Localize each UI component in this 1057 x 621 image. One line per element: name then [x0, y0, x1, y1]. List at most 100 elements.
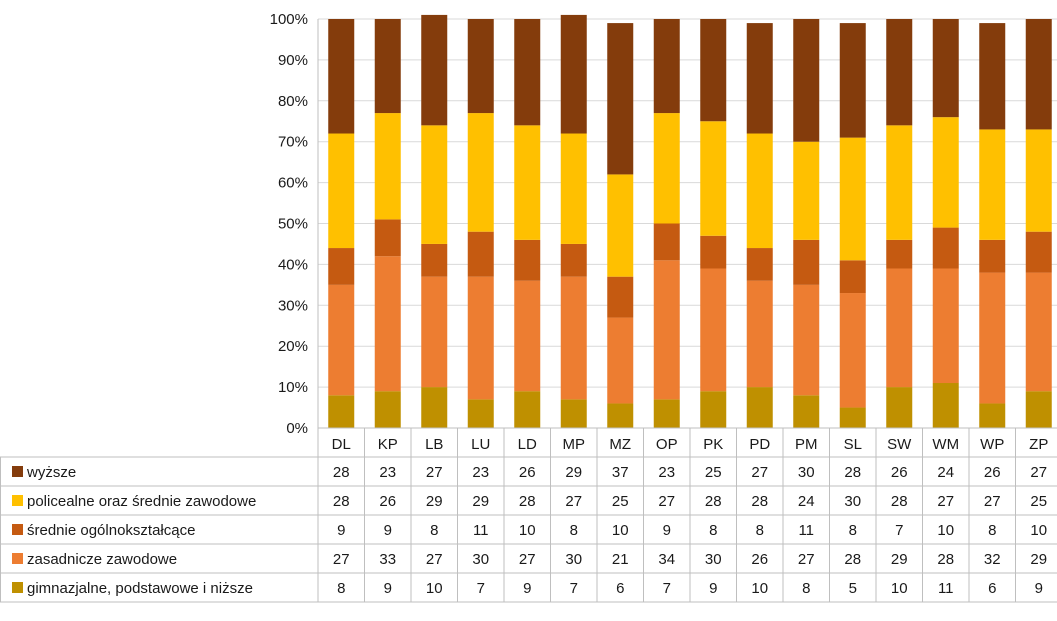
- legend-swatch: [12, 524, 23, 535]
- data-label: 30: [844, 493, 861, 510]
- data-label: 21: [612, 551, 629, 568]
- category-label: KP: [378, 436, 398, 453]
- data-label: 32: [984, 551, 1001, 568]
- y-axis: 0% 10% 20% 30% 40% 50% 60% 70% 80% 90% 100%: [270, 11, 319, 437]
- bar-segment: [374, 391, 401, 428]
- legend-swatch: [12, 553, 23, 564]
- data-label: 10: [751, 580, 768, 597]
- data-label: 7: [895, 522, 903, 539]
- data-label: 24: [937, 464, 954, 481]
- category-label: OP: [656, 436, 678, 453]
- data-label: 9: [337, 522, 345, 539]
- data-label: 5: [849, 580, 857, 597]
- bar-segment: [653, 260, 680, 400]
- data-label: 9: [1035, 580, 1043, 597]
- data-label: 30: [472, 551, 489, 568]
- bar-segment: [1025, 391, 1052, 428]
- data-label: 10: [1030, 522, 1047, 539]
- data-label: 30: [565, 551, 582, 568]
- bar-segment: [1025, 272, 1052, 392]
- y-tick-label: 20%: [278, 338, 308, 355]
- data-label: 29: [472, 493, 489, 510]
- bar-segment: [839, 293, 866, 408]
- bar-segment: [700, 235, 727, 269]
- data-label: 8: [337, 580, 345, 597]
- bar-segment: [560, 399, 587, 428]
- bar-segment: [328, 19, 355, 134]
- bar-segment: [886, 239, 913, 269]
- bar-segment: [746, 248, 773, 281]
- data-label: 6: [988, 580, 996, 597]
- data-label: 26: [751, 551, 768, 568]
- y-tick-label: 80%: [278, 93, 308, 110]
- y-tick-label: 90%: [278, 52, 308, 69]
- data-label: 8: [756, 522, 764, 539]
- category-label: WM: [932, 436, 959, 453]
- category-label: MP: [563, 436, 586, 453]
- data-label: 9: [384, 522, 392, 539]
- bar-segment: [421, 243, 448, 277]
- bars: [328, 14, 1052, 428]
- legend-label: wyższe: [26, 464, 76, 481]
- bar-segment: [979, 403, 1006, 428]
- data-label: 10: [891, 580, 908, 597]
- data-label: 26: [519, 464, 536, 481]
- bar-segment: [932, 117, 959, 228]
- data-label: 29: [426, 493, 443, 510]
- bar-segment: [746, 23, 773, 134]
- bar-segment: [979, 23, 1006, 130]
- legend-swatch: [12, 495, 23, 506]
- y-tick-label: 60%: [278, 175, 308, 192]
- bar-segment: [607, 317, 634, 404]
- bar-segment: [979, 129, 1006, 240]
- bar-segment: [560, 133, 587, 244]
- data-label: 28: [333, 464, 350, 481]
- bar-segment: [653, 399, 680, 428]
- data-label: 7: [477, 580, 485, 597]
- y-tick-label: 30%: [278, 297, 308, 314]
- y-tick-label: 0%: [286, 420, 308, 437]
- category-label: DL: [332, 436, 351, 453]
- bar-segment: [374, 219, 401, 257]
- data-label: 28: [751, 493, 768, 510]
- data-label: 8: [802, 580, 810, 597]
- data-label: 29: [565, 464, 582, 481]
- bar-segment: [514, 280, 541, 392]
- bar-segment: [328, 133, 355, 249]
- bar-segment: [700, 268, 727, 392]
- bar-segment: [839, 137, 866, 261]
- data-label: 7: [570, 580, 578, 597]
- bar-segment: [746, 387, 773, 428]
- category-label: ZP: [1029, 436, 1048, 453]
- data-label: 27: [1030, 464, 1047, 481]
- bar-segment: [932, 227, 959, 269]
- data-label: 28: [705, 493, 722, 510]
- data-label: 27: [658, 493, 675, 510]
- data-label: 27: [984, 493, 1001, 510]
- legend-swatch: [12, 466, 23, 477]
- data-label: 8: [849, 522, 857, 539]
- data-label: 26: [891, 464, 908, 481]
- bar-segment: [560, 14, 587, 134]
- bar-segment: [700, 391, 727, 428]
- bar-segment: [1025, 231, 1052, 273]
- bar-segment: [793, 239, 820, 285]
- category-label: PM: [795, 436, 818, 453]
- legend-label: gimnazjalne, podstawowe i niższe: [27, 580, 253, 597]
- data-label: 24: [798, 493, 815, 510]
- data-label: 11: [798, 522, 814, 539]
- data-label: 8: [709, 522, 717, 539]
- bar-segment: [653, 19, 680, 114]
- legend-swatch: [12, 582, 23, 593]
- bar-segment: [514, 125, 541, 240]
- category-label: SW: [887, 436, 912, 453]
- bar-segment: [374, 256, 401, 392]
- data-label: 27: [798, 551, 815, 568]
- data-label: 9: [663, 522, 671, 539]
- data-label: 10: [426, 580, 443, 597]
- bar-segment: [560, 276, 587, 400]
- bar-segment: [1025, 129, 1052, 232]
- category-label: LD: [518, 436, 537, 453]
- bar-segment: [746, 280, 773, 388]
- bar-segment: [467, 113, 494, 232]
